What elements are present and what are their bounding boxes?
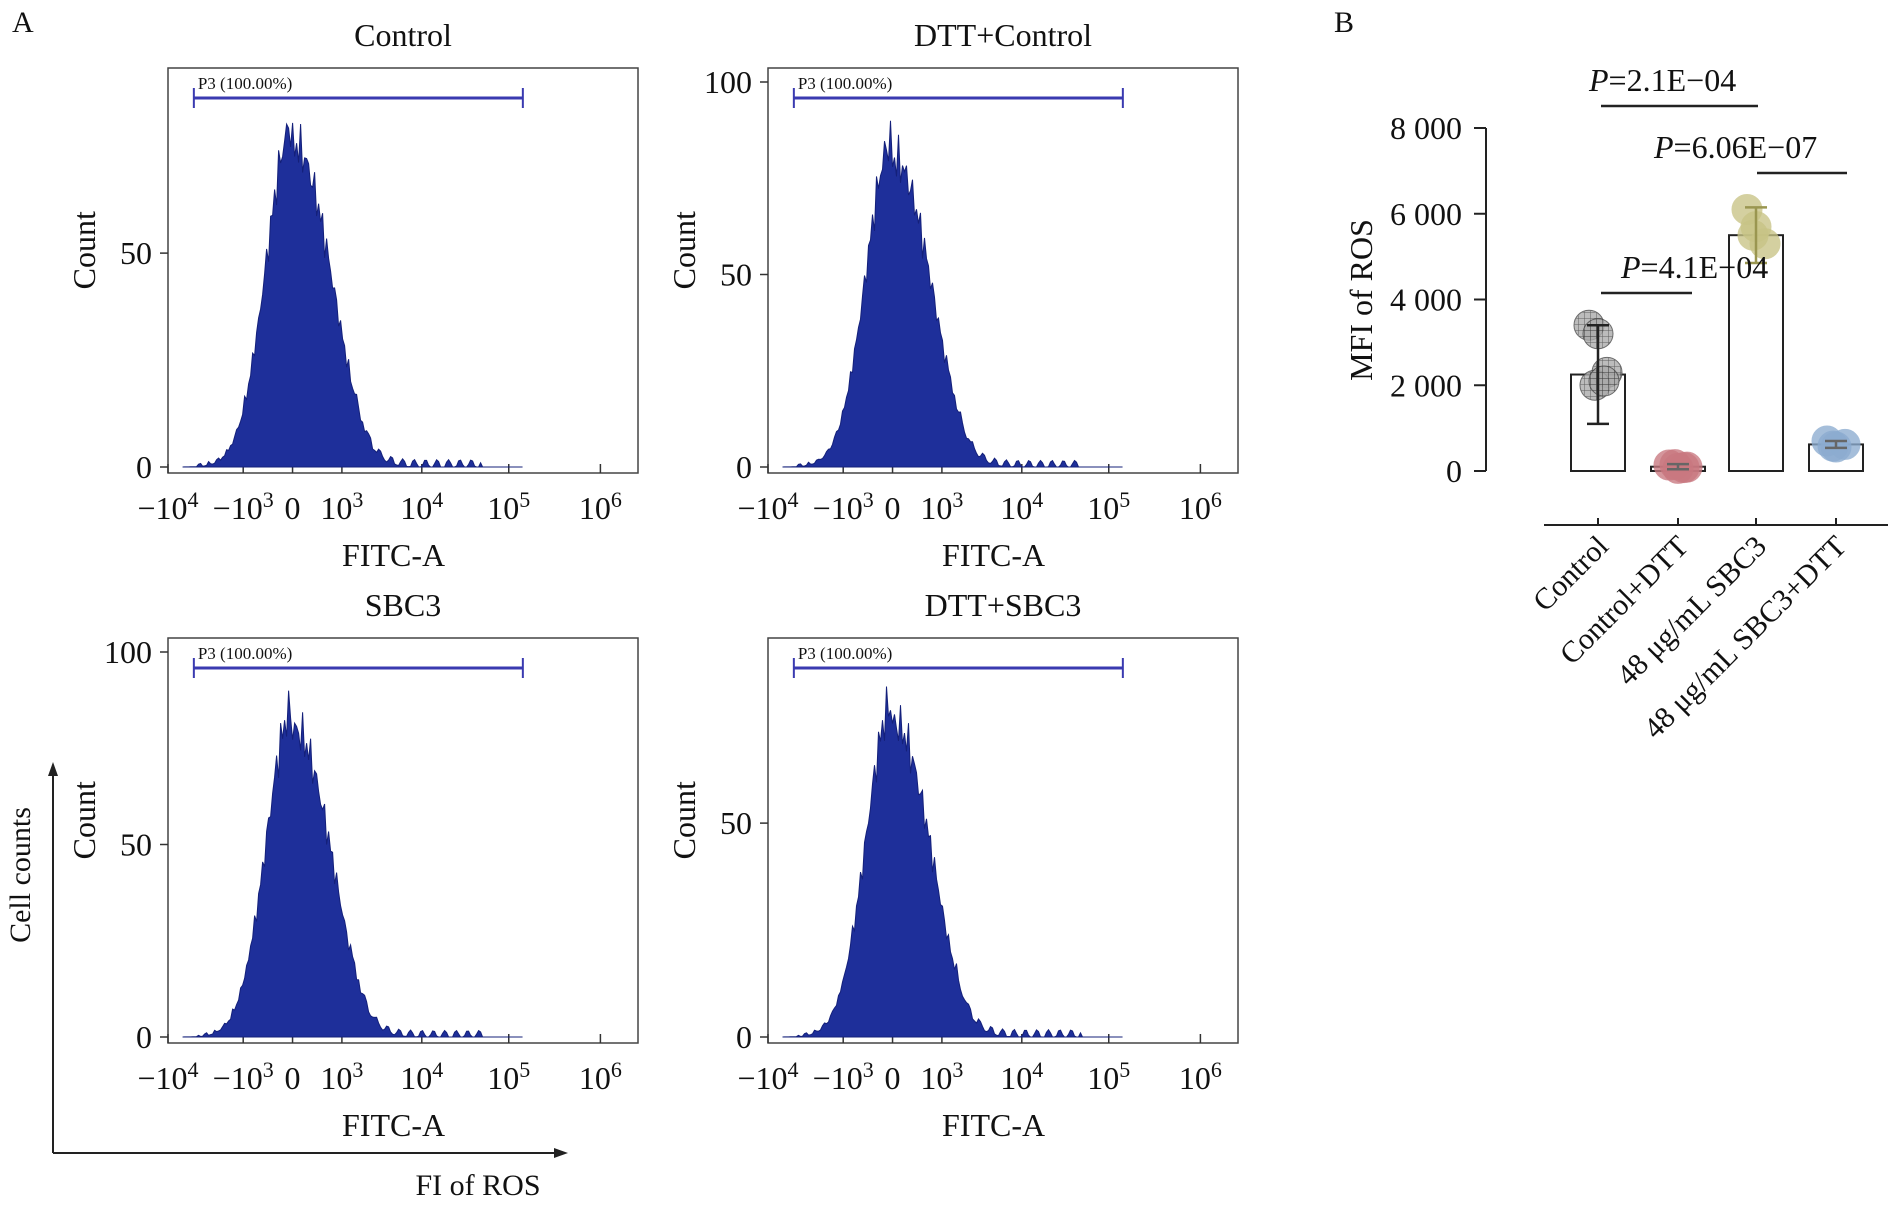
- x-tick-label: −104: [137, 487, 198, 526]
- y-tick-label: 0: [136, 1019, 152, 1055]
- y-axis-label: Count: [66, 781, 102, 859]
- y-tick-label: 6 000: [1390, 196, 1462, 232]
- data-point: [1817, 430, 1849, 462]
- histogram-plot-2: DTT+Control −104 −103 0 103 104 105 106 FITC-A 0 5…: [666, 17, 1239, 573]
- plot-title: Control: [354, 17, 452, 53]
- x-tick-label: −103: [813, 1057, 874, 1096]
- overall-x-label: FI of ROS: [415, 1169, 540, 1202]
- y-tick-label: 50: [720, 257, 752, 293]
- x-tick-label: 0: [885, 1060, 901, 1096]
- x-axis-label: FITC-A: [942, 1107, 1045, 1143]
- y-tick-label: 100: [704, 64, 752, 100]
- plot-title: SBC3: [365, 587, 441, 623]
- panel-a: Control −104 −103 0 103 104 105 106 FITC-A 0 50 Cou…: [66, 17, 1239, 1143]
- bar: [1728, 234, 1784, 472]
- significance-label: P=6.06E−07: [1653, 129, 1817, 165]
- overall-x-arrowhead: [554, 1148, 568, 1158]
- x-tick-label: −103: [213, 487, 274, 526]
- x-tick-label: −104: [737, 1057, 798, 1096]
- y-tick-label: 50: [720, 805, 752, 841]
- x-axis-label: FITC-A: [942, 537, 1045, 573]
- y-tick-label: 0: [736, 449, 752, 485]
- x-tick-label: 106: [579, 1057, 622, 1096]
- x-tick-label: 106: [1179, 1057, 1222, 1096]
- x-tick-label: 103: [320, 1057, 363, 1096]
- x-tick-label: 103: [920, 1057, 963, 1096]
- plot-frame: [767, 67, 1239, 474]
- x-tick-label: −104: [137, 1057, 198, 1096]
- plot-title: DTT+SBC3: [925, 587, 1082, 623]
- histogram-area: [182, 690, 523, 1038]
- panel-label-b: B: [1334, 6, 1354, 39]
- gate-label: P3 (100.00%): [198, 74, 292, 93]
- significance-label: P=2.1E−04: [1588, 62, 1736, 98]
- y-axis-label: Count: [66, 211, 102, 289]
- plot-title: DTT+Control: [914, 17, 1092, 53]
- y-tick-label: 0: [1446, 453, 1462, 489]
- y-axis-label: Count: [666, 781, 702, 859]
- plot-frame: [767, 637, 1239, 1044]
- histogram-area: [782, 686, 1123, 1038]
- y-tick-label: 0: [736, 1019, 752, 1055]
- x-tick-label: 104: [1000, 1057, 1043, 1096]
- histogram-area: [182, 122, 523, 468]
- x-axis-label: FITC-A: [342, 537, 445, 573]
- histogram-plot-3: SBC3 −104 −103 0 103 104 105 106 FITC-A 0 50 100 Cou…: [66, 587, 639, 1143]
- gate-label: P3 (100.00%): [198, 644, 292, 663]
- x-tick-label: −103: [813, 487, 874, 526]
- histogram-plot-4: DTT+SBC3 −104 −103 0 103 104 105 106 FITC-A 0 50 Co…: [666, 587, 1239, 1143]
- y-tick-label: 50: [120, 827, 152, 863]
- x-tick-label: 105: [1087, 487, 1130, 526]
- x-tick-label: 0: [885, 490, 901, 526]
- x-tick-label: 105: [1087, 1057, 1130, 1096]
- overall-axes: Cell counts FI of ROS: [4, 762, 568, 1202]
- histogram-area: [782, 120, 1123, 468]
- y-axis-label: Count: [666, 211, 702, 289]
- x-tick-label: 0: [285, 1060, 301, 1096]
- x-tick-label: 105: [487, 487, 530, 526]
- x-tick-label: 103: [920, 487, 963, 526]
- x-tick-label: −103: [213, 1057, 274, 1096]
- x-tick-label: 104: [1000, 487, 1043, 526]
- y-axis-label: MFI of ROS: [1343, 219, 1379, 381]
- x-tick-label: −104: [737, 487, 798, 526]
- y-tick-label: 50: [120, 235, 152, 271]
- data-point: [1737, 219, 1769, 251]
- x-tick-label: 104: [400, 1057, 443, 1096]
- panel-label-a: A: [12, 6, 34, 39]
- x-tick-label: 106: [579, 487, 622, 526]
- y-tick-label: 100: [104, 634, 152, 670]
- x-axis-label: FITC-A: [342, 1107, 445, 1143]
- overall-y-label: Cell counts: [4, 807, 37, 943]
- gate-label: P3 (100.00%): [798, 644, 892, 663]
- x-tick-label: 104: [400, 487, 443, 526]
- y-tick-label: 2 000: [1390, 367, 1462, 403]
- y-tick-label: 8 000: [1390, 110, 1462, 146]
- plot-frame: [167, 637, 639, 1044]
- histogram-plot-1: Control −104 −103 0 103 104 105 106 FITC-A 0 50 Cou…: [66, 17, 639, 573]
- overall-y-arrowhead: [48, 762, 58, 776]
- y-tick-label: 0: [136, 449, 152, 485]
- x-tick-label: 0: [285, 490, 301, 526]
- significance-label: P=4.1E−04: [1620, 249, 1768, 285]
- x-tick-label: 105: [487, 1057, 530, 1096]
- data-point: [1588, 365, 1620, 397]
- x-tick-label: 106: [1179, 487, 1222, 526]
- plot-frame: [167, 67, 639, 474]
- gate-label: P3 (100.00%): [798, 74, 892, 93]
- x-tick-label: 103: [320, 487, 363, 526]
- data-point: [1668, 452, 1700, 484]
- y-tick-label: 4 000: [1390, 282, 1462, 318]
